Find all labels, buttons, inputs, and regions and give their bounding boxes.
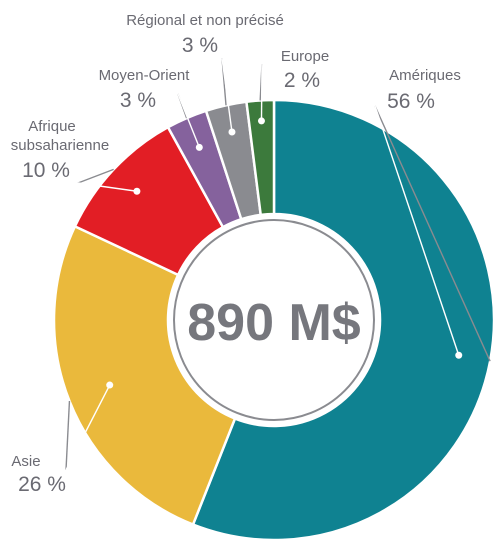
label-afrique-pct: 10 % [22,159,70,182]
leader-lines [65,57,491,471]
leader-dot [133,187,141,195]
center-ring [173,219,375,421]
label-asie-name: Asie [11,453,40,470]
center-hole [168,214,380,426]
leader-dot [195,143,203,151]
leader-line-outer [65,400,71,471]
leader-dot [228,128,236,136]
label-moyen-orient-name: Moyen-Orient [99,67,191,84]
leader-line [374,105,460,356]
label-afrique-name-line1: Afrique [28,118,76,135]
label-europe-pct: 2 % [284,69,320,92]
leader-line [260,63,263,121]
label-regional-name: Régional et non précisé [126,12,284,29]
leader-line [221,57,233,133]
label-moyen-orient-pct: 3 % [120,89,156,112]
label-asie-pct: 26 % [18,473,66,496]
leader-dot [455,351,463,359]
donut-slices [52,98,496,542]
label-ameriques-pct: 56 % [387,90,435,113]
leader-line [65,384,111,471]
label-europe-name: Europe [281,48,329,65]
leader-line [77,182,137,192]
leader-line-outer [374,105,491,362]
label-afrique-name-line2: subsaharienne [11,137,109,154]
label-ameriques-name: Amériques [389,67,461,84]
center-total-label: 890 M$ [187,294,361,352]
label-regional-pct: 3 % [182,34,218,57]
leader-dot [106,381,114,389]
leader-line [177,93,200,148]
leader-dot [257,117,265,125]
leader-line-outer [77,168,114,184]
